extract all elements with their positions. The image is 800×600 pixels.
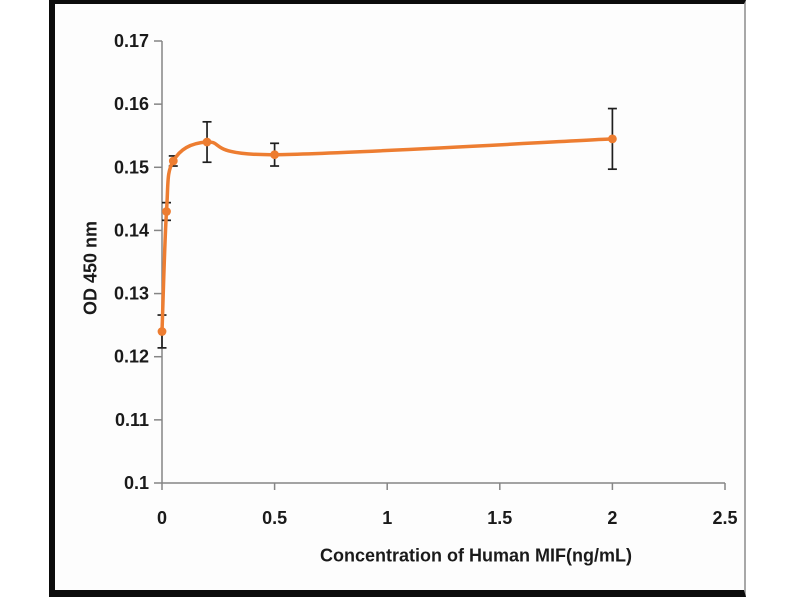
y-tick-label: 0.11 bbox=[115, 410, 149, 430]
y-tick-label: 0.14 bbox=[114, 220, 149, 240]
x-axis-title: Concentration of Human MIF(ng/mL) bbox=[320, 545, 632, 566]
y-tick-label: 0.12 bbox=[114, 347, 149, 367]
x-tick-label: 2 bbox=[607, 508, 617, 528]
x-tick-label: 1.5 bbox=[487, 508, 512, 528]
data-point-markers bbox=[157, 134, 617, 336]
data-point-marker bbox=[157, 327, 167, 336]
y-tick-label: 0.17 bbox=[114, 31, 149, 51]
data-point-marker bbox=[202, 137, 212, 147]
data-point-marker bbox=[168, 156, 178, 166]
x-tick-label: 0.5 bbox=[262, 508, 287, 528]
y-tick-label: 0.16 bbox=[114, 94, 149, 114]
y-tick-label: 0.1 bbox=[124, 473, 149, 493]
data-point-marker bbox=[608, 134, 617, 144]
y-axis-title: OD 450 nm bbox=[80, 220, 101, 316]
y-tick-label: 0.13 bbox=[114, 284, 149, 304]
x-tick-label: 1 bbox=[382, 508, 392, 528]
data-point-marker bbox=[270, 150, 279, 160]
error-bars bbox=[157, 107, 617, 349]
data-point-marker bbox=[162, 207, 171, 216]
axes bbox=[154, 40, 726, 490]
y-tick-label: 0.15 bbox=[114, 157, 149, 177]
x-tick-label: 0 bbox=[157, 508, 167, 528]
x-tick-label: 2.5 bbox=[712, 508, 737, 528]
series-line bbox=[160, 137, 615, 334]
chart-frame bbox=[49, 0, 746, 597]
